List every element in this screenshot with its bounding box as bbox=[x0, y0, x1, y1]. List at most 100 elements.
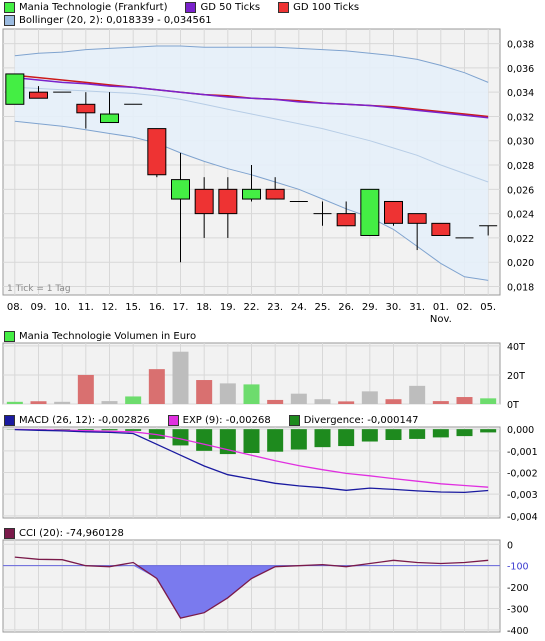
divergence-bar bbox=[125, 429, 142, 431]
x-tick-label: 19. bbox=[220, 302, 236, 313]
volume-bar bbox=[361, 391, 378, 404]
divergence-bar bbox=[480, 429, 497, 433]
legend-item-volume[interactable]: Mania Technologie Volumen in Euro bbox=[4, 330, 197, 342]
divergence-bar bbox=[172, 429, 189, 446]
price-panel: 0,038 0,036 0,034 0,032 0,030 0,028 0,026 0,024… bbox=[2, 28, 534, 325]
y-tick-label: -200 bbox=[507, 583, 529, 594]
x-tick-label: 10. bbox=[54, 302, 70, 313]
macd-line bbox=[14, 428, 489, 494]
cci-oversold-fill bbox=[14, 565, 489, 619]
x-tick-label: 15. bbox=[125, 302, 141, 313]
legend-item-gd100[interactable]: GD 100 Ticks bbox=[278, 1, 360, 13]
divergence-bar bbox=[54, 429, 71, 430]
legend-label: Mania Technologie (Frankfurt) bbox=[19, 1, 168, 13]
legend-label: Bollinger (20, 2): 0,018339 - 0,034561 bbox=[19, 14, 212, 26]
legend-label: Mania Technologie Volumen in Euro bbox=[19, 330, 197, 342]
divergence-bar bbox=[219, 429, 236, 455]
volume-bar bbox=[196, 380, 213, 404]
cci-legend-row: CCI (20): -74,960128 bbox=[4, 526, 142, 540]
x-tick-label: 31. bbox=[409, 302, 425, 313]
y-tick-label: -0,004 bbox=[507, 512, 538, 523]
tick-footnote: 1 Tick = 1 Tag bbox=[7, 284, 71, 294]
volume-bar bbox=[314, 399, 331, 404]
candle-body bbox=[336, 213, 356, 227]
price-legend-row-1: Mania Technologie (Frankfurt) GD 50 Tick… bbox=[4, 0, 377, 14]
x-tick-label: 02. bbox=[457, 302, 473, 313]
price-legend-row-2: Bollinger (20, 2): 0,018339 - 0,034561 bbox=[4, 13, 230, 27]
green-square-icon bbox=[4, 1, 15, 13]
divergence-bar bbox=[243, 429, 260, 453]
volume-bar bbox=[480, 398, 497, 404]
volume-bar bbox=[243, 384, 260, 404]
candle-body bbox=[407, 213, 427, 224]
legend-label: EXP (9): -0,00268 bbox=[182, 414, 271, 426]
candle-body bbox=[76, 103, 96, 114]
y-tick-label: 0,018 bbox=[507, 282, 534, 293]
volume-bar bbox=[30, 401, 47, 404]
legend-item-macd[interactable]: MACD (26, 12): -0,002826 bbox=[4, 414, 150, 426]
volume-panel: 40T 20T 0T bbox=[2, 342, 525, 411]
y-tick-label: 0,020 bbox=[507, 258, 534, 269]
y-tick-label: -0,001 bbox=[507, 447, 538, 458]
divergence-bar bbox=[432, 429, 449, 438]
purple-square-icon bbox=[185, 1, 197, 13]
candle-body bbox=[218, 188, 238, 215]
volume-bar bbox=[148, 369, 165, 404]
gd50-line bbox=[14, 76, 489, 119]
y-tick-label: 0,030 bbox=[507, 137, 534, 148]
candle-body bbox=[29, 91, 48, 99]
legend-item-bollinger[interactable]: Bollinger (20, 2): 0,018339 - 0,034561 bbox=[4, 14, 212, 26]
green-square-icon bbox=[4, 330, 15, 342]
divergence-bar bbox=[409, 429, 426, 439]
x-tick-label: 16. bbox=[149, 302, 165, 313]
y-tick-label: 0,034 bbox=[507, 88, 534, 99]
y-tick-label: 0,032 bbox=[507, 112, 534, 123]
divergence-bar bbox=[456, 429, 473, 437]
legend-item-cci[interactable]: CCI (20): -74,960128 bbox=[4, 527, 124, 539]
volume-bar bbox=[338, 401, 355, 404]
volume-bar bbox=[456, 397, 473, 404]
y-tick-label: 20T bbox=[507, 371, 525, 382]
x-tick-label: 08. bbox=[7, 302, 23, 313]
candle-body bbox=[384, 200, 403, 224]
bollinger-middle-line bbox=[14, 86, 489, 183]
bollinger-upper-line bbox=[14, 45, 489, 83]
divergence-bar bbox=[338, 429, 355, 447]
volume-bar bbox=[409, 385, 426, 404]
x-tick-label: 01. bbox=[433, 302, 449, 313]
x-tick-label: 17. bbox=[173, 302, 189, 313]
candle-body bbox=[100, 113, 119, 124]
legend-item-gd50[interactable]: GD 50 Ticks bbox=[185, 1, 260, 13]
x-tick-label: 09. bbox=[31, 302, 47, 313]
macd-panel: 0,000 -0,001 -0,002 -0,003 -0,004 bbox=[2, 425, 538, 523]
volume-bar bbox=[77, 374, 94, 404]
volume-bar bbox=[54, 401, 71, 404]
y-tick-label: 0 bbox=[507, 540, 513, 551]
y-tick-label: 0T bbox=[507, 400, 519, 411]
blue-square-icon bbox=[4, 414, 15, 426]
volume-bar bbox=[385, 399, 402, 404]
y-tick-label: 0,038 bbox=[507, 40, 534, 51]
divergence-bar bbox=[314, 429, 331, 448]
x-tick-label: 22. bbox=[244, 302, 260, 313]
candle-body bbox=[147, 128, 167, 176]
volume-bar bbox=[432, 401, 449, 404]
candle-body bbox=[265, 188, 285, 200]
legend-label: GD 100 Ticks bbox=[293, 1, 360, 13]
legend-item-price[interactable]: Mania Technologie (Frankfurt) bbox=[4, 1, 168, 13]
legend-item-exp[interactable]: EXP (9): -0,00268 bbox=[167, 414, 271, 426]
macd-legend-row: MACD (26, 12): -0,002826 EXP (9): -0,002… bbox=[4, 413, 437, 427]
candle-body bbox=[171, 179, 190, 200]
y-tick-label: 0,026 bbox=[507, 185, 534, 196]
divergence-bar bbox=[101, 429, 118, 431]
candle-body bbox=[360, 188, 380, 236]
y-tick-label: -400 bbox=[507, 626, 529, 637]
volume-legend-row: Mania Technologie Volumen in Euro bbox=[4, 329, 214, 343]
volume-bar bbox=[172, 351, 189, 404]
legend-item-divergence[interactable]: Divergence: -0,000147 bbox=[288, 414, 419, 426]
volume-bar bbox=[267, 399, 284, 404]
y-tick-label: -300 bbox=[507, 604, 529, 615]
x-tick-label: 18. bbox=[196, 302, 212, 313]
divergence-bar bbox=[290, 429, 307, 450]
y-tick-label: 0,000 bbox=[507, 425, 534, 436]
